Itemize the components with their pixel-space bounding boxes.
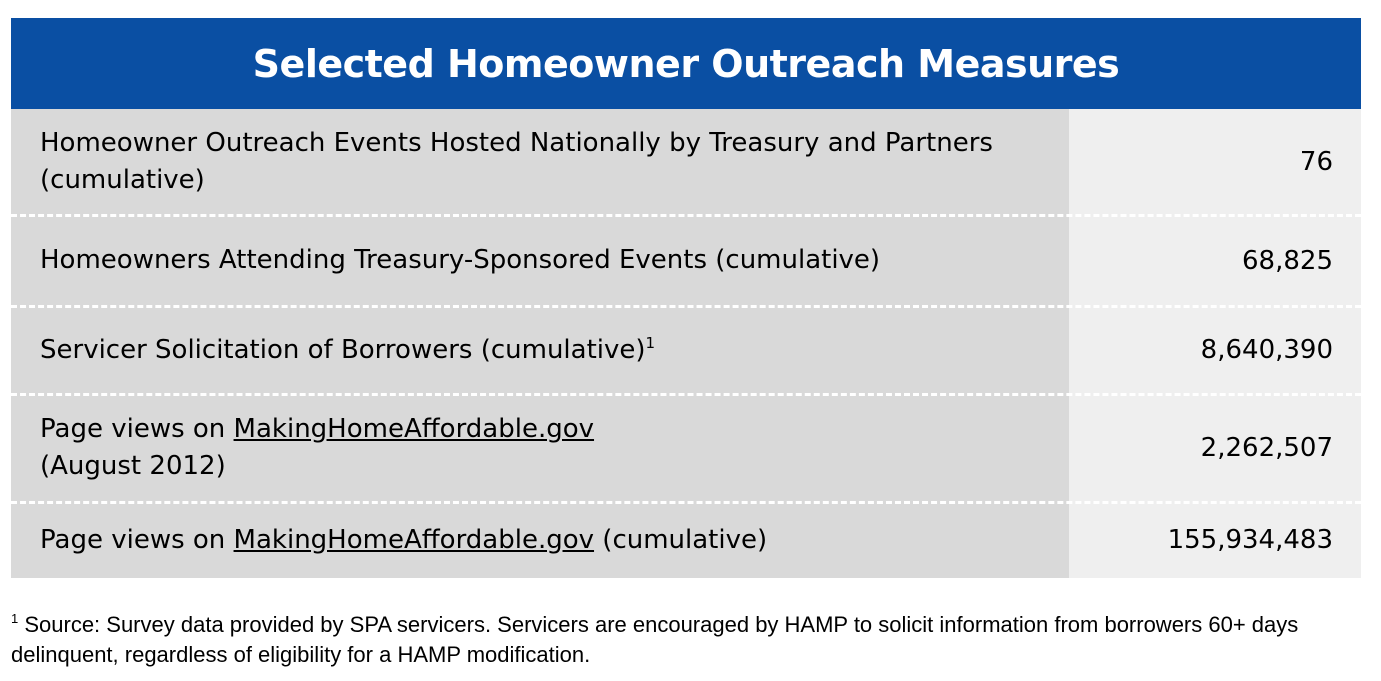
row-label-line2: (August 2012) [40, 448, 1049, 485]
footnote-text: Source: Survey data provided by SPA serv… [11, 612, 1298, 667]
row-label-line2: (cumulative) [40, 162, 1049, 199]
row-value: 155,934,483 [1069, 502, 1361, 578]
row-value: 68,825 [1069, 215, 1361, 306]
outreach-measures-table: Selected Homeowner Outreach Measures Hom… [11, 18, 1361, 578]
row-label-prefix: Page views on [40, 525, 234, 555]
row-value: 2,262,507 [1069, 394, 1361, 502]
making-home-affordable-link[interactable]: MakingHomeAffordable.gov [234, 525, 594, 555]
row-label-text: Page views on MakingHomeAffordable.gov (… [40, 522, 1049, 559]
table-row: Page views on MakingHomeAffordable.gov (… [11, 394, 1361, 502]
row-label: Homeowner Outreach Events Hosted Nationa… [11, 109, 1069, 215]
row-label-prefix: Page views on [40, 414, 234, 444]
row-label-text: Homeowners Attending Treasury-Sponsored … [40, 242, 1049, 279]
row-value: 8,640,390 [1069, 306, 1361, 394]
table-row: Servicer Solicitation of Borrowers (cumu… [11, 306, 1361, 394]
row-label: Servicer Solicitation of Borrowers (cumu… [11, 306, 1069, 394]
row-label-line1: Homeowner Outreach Events Hosted Nationa… [40, 125, 1049, 162]
row-label: Page views on MakingHomeAffordable.gov (… [11, 394, 1069, 502]
table-row: Homeowners Attending Treasury-Sponsored … [11, 215, 1361, 306]
row-label-suffix: (cumulative) [594, 525, 767, 555]
row-label: Homeowners Attending Treasury-Sponsored … [11, 215, 1069, 306]
table-row: Page views on MakingHomeAffordable.gov (… [11, 502, 1361, 578]
row-label-text: Servicer Solicitation of Borrowers (cumu… [40, 332, 1049, 369]
table-title: Selected Homeowner Outreach Measures [11, 18, 1361, 109]
footnote: 1 Source: Survey data provided by SPA se… [11, 610, 1351, 670]
making-home-affordable-link[interactable]: MakingHomeAffordable.gov [234, 414, 594, 444]
row-label: Page views on MakingHomeAffordable.gov (… [11, 502, 1069, 578]
row-label-main: Servicer Solicitation of Borrowers (cumu… [40, 335, 646, 365]
row-label-line1: Page views on MakingHomeAffordable.gov [40, 411, 1049, 448]
row-value: 76 [1069, 109, 1361, 215]
table-row: Homeowner Outreach Events Hosted Nationa… [11, 109, 1361, 215]
footnote-marker: 1 [646, 334, 656, 352]
